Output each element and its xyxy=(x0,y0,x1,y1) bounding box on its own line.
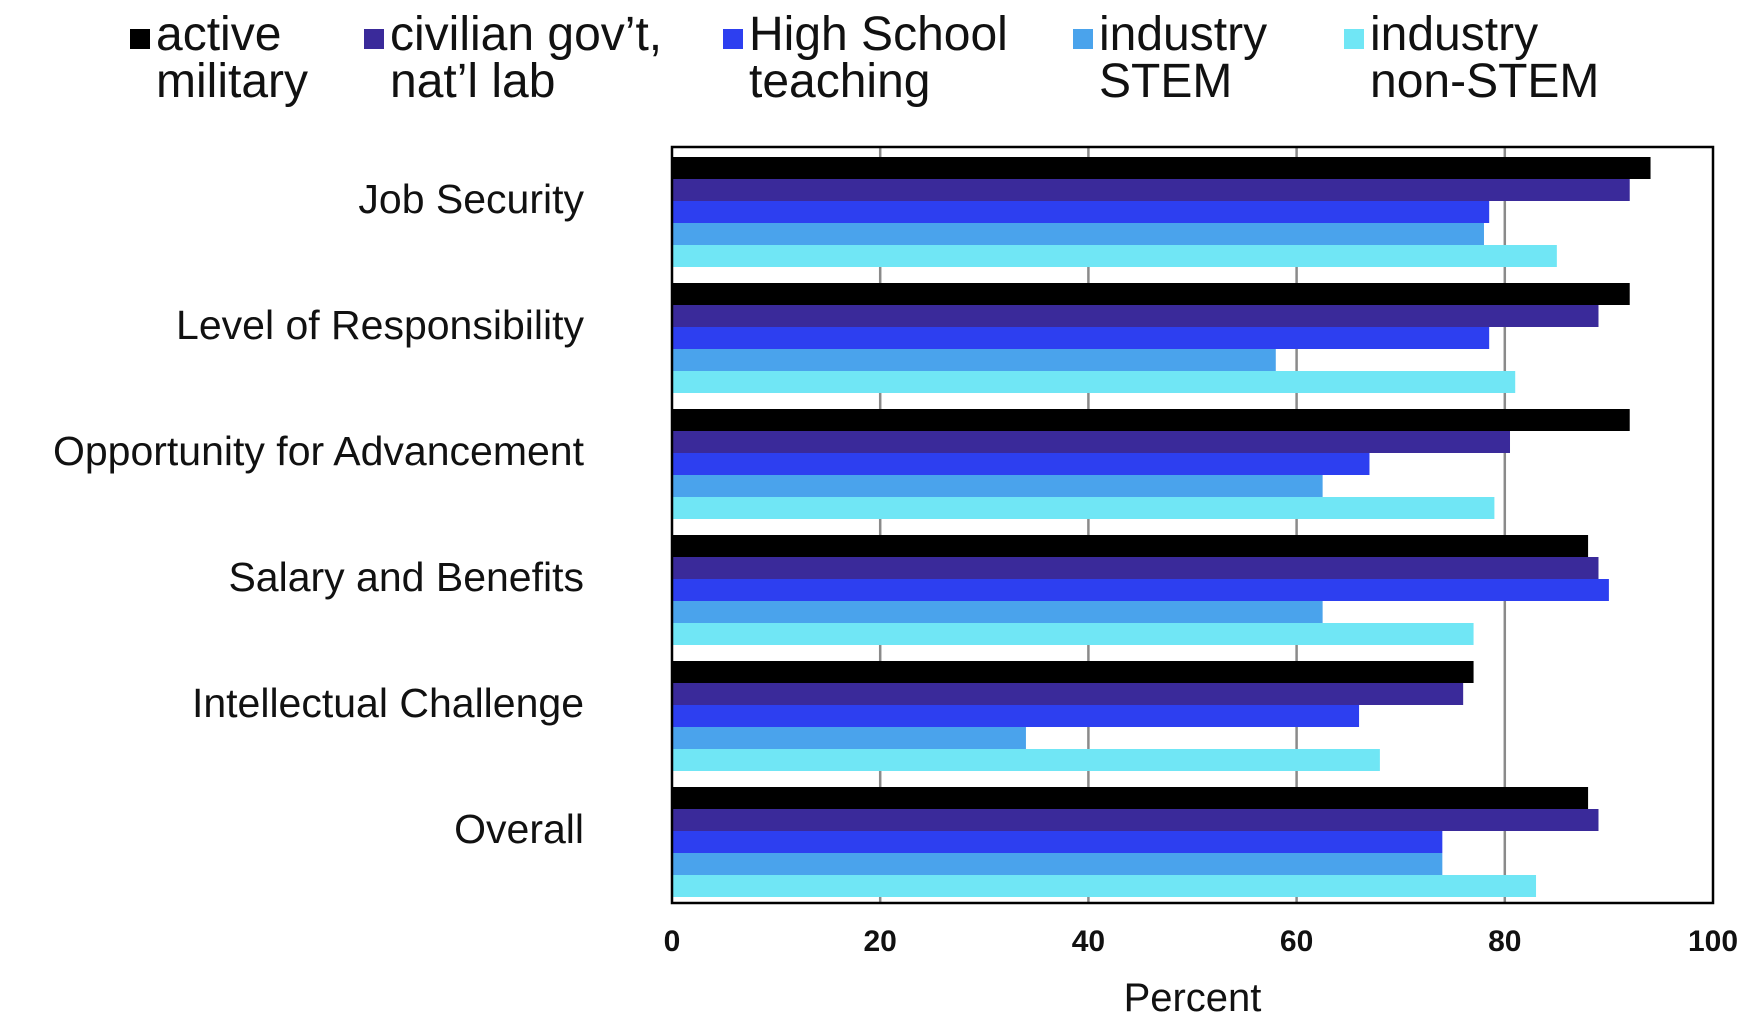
legend-swatch-1 xyxy=(130,29,150,49)
bar-4-2 xyxy=(672,557,1599,579)
bar-4-3 xyxy=(672,579,1609,601)
bar-5-4 xyxy=(672,727,1026,749)
bar-3-4 xyxy=(672,475,1323,497)
x-tick-label-6: 100 xyxy=(1688,925,1738,958)
bar-4-5 xyxy=(672,623,1474,645)
bar-4-1 xyxy=(672,535,1589,557)
legend-swatch-3 xyxy=(723,29,743,49)
bar-2-2 xyxy=(672,305,1599,327)
x-tick-label-2: 20 xyxy=(864,925,897,958)
legend-label-3: High School teaching xyxy=(749,8,1008,108)
bar-1-4 xyxy=(672,223,1484,245)
bar-1-3 xyxy=(672,201,1490,223)
gridlines xyxy=(878,147,1507,903)
bar-1-5 xyxy=(672,245,1557,267)
bar-3-3 xyxy=(672,453,1370,475)
bar-6-5 xyxy=(672,875,1537,897)
bar-6-2 xyxy=(672,809,1599,831)
x-axis-title: Percent xyxy=(1124,976,1262,1015)
category-label-5: Intellectual Challenge xyxy=(192,680,584,726)
bars xyxy=(672,157,1651,897)
category-labels: Job Security Level of Responsibility Oppor… xyxy=(53,176,585,852)
category-label-2: Level of Responsibility xyxy=(176,302,584,348)
bar-5-5 xyxy=(672,749,1380,771)
legend-swatch-2 xyxy=(364,29,384,49)
legend-label-4: industry STEM xyxy=(1099,8,1267,108)
plot-frame xyxy=(670,145,1715,905)
legend: active military civilian gov’t, nat’l lab Hi… xyxy=(130,8,1599,108)
category-label-3: Opportunity for Advancement xyxy=(53,428,585,474)
bar-2-1 xyxy=(672,283,1630,305)
bar-4-4 xyxy=(672,601,1323,623)
bar-6-1 xyxy=(672,787,1589,809)
bar-3-2 xyxy=(672,431,1511,453)
legend-swatch-4 xyxy=(1073,29,1093,49)
bar-5-2 xyxy=(672,683,1464,705)
bar-3-5 xyxy=(672,497,1495,519)
x-tick-label-5: 80 xyxy=(1488,925,1521,958)
legend-label-1: active military xyxy=(156,8,308,108)
legend-label-5: industry non-STEM xyxy=(1370,8,1599,108)
legend-item-1: active military xyxy=(130,8,308,108)
bar-2-5 xyxy=(672,371,1516,393)
legend-item-4: industry STEM xyxy=(1073,8,1267,108)
bar-5-1 xyxy=(672,661,1474,683)
x-tick-label-3: 40 xyxy=(1072,925,1105,958)
category-label-1: Job Security xyxy=(358,176,584,222)
bar-6-4 xyxy=(672,853,1443,875)
legend-item-5: industry non-STEM xyxy=(1344,8,1599,108)
legend-item-3: High School teaching xyxy=(723,8,1008,108)
legend-swatch-5 xyxy=(1344,29,1364,49)
bar-6-3 xyxy=(672,831,1443,853)
category-label-6: Overall xyxy=(454,806,584,852)
category-label-4: Salary and Benefits xyxy=(228,554,584,600)
x-tick-labels: 0 20 40 60 80 100 xyxy=(664,925,1738,958)
bar-2-3 xyxy=(672,327,1490,349)
bar-1-2 xyxy=(672,179,1630,201)
legend-item-2: civilian gov’t, nat’l lab xyxy=(364,8,662,108)
bar-1-1 xyxy=(672,157,1651,179)
legend-label-2: civilian gov’t, nat’l lab xyxy=(390,8,662,108)
bar-5-3 xyxy=(672,705,1360,727)
x-tick-label-1: 0 xyxy=(664,925,681,958)
bar-3-1 xyxy=(672,409,1630,431)
plot-area xyxy=(672,147,1713,903)
x-tick-label-4: 60 xyxy=(1280,925,1313,958)
bar-2-4 xyxy=(672,349,1276,371)
